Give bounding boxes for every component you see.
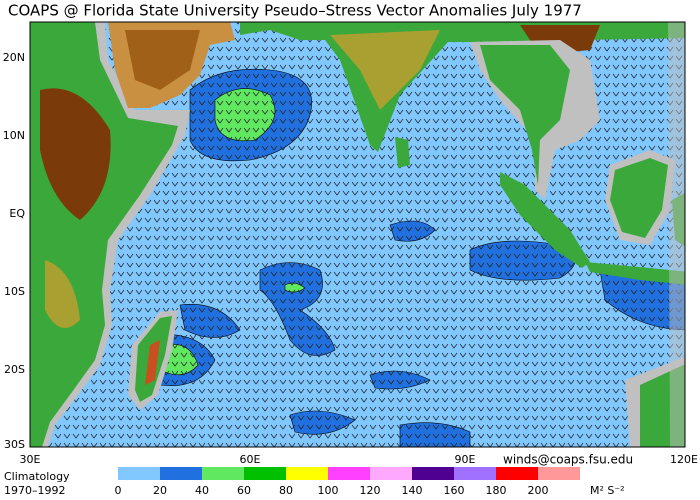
colorbar-tick-label: 100 bbox=[318, 484, 339, 497]
colorbar: 0 20 40 60 80 100 120 140 160 180 200 M² S⁻² bbox=[115, 467, 625, 497]
colorbar-segment bbox=[496, 467, 538, 480]
land bbox=[30, 22, 685, 447]
colorbar-segment bbox=[370, 467, 412, 480]
colorbar-segment bbox=[286, 467, 328, 480]
colorbar-tick-label: 200 bbox=[528, 484, 549, 497]
lat-label: 10S bbox=[4, 285, 25, 298]
lat-label: 10N bbox=[3, 129, 25, 142]
colorbar-unit: M² S⁻² bbox=[590, 484, 625, 497]
colorbar-segment bbox=[202, 467, 244, 480]
colorbar-segment bbox=[118, 467, 160, 480]
period-label: 1970–1992 bbox=[4, 484, 66, 497]
contact-label: winds@coaps.fsu.edu bbox=[503, 453, 633, 467]
colorbar-segment bbox=[328, 467, 370, 480]
colorbar-tick-label: 40 bbox=[195, 484, 209, 497]
climatology-label: Climatology bbox=[4, 470, 70, 483]
lat-label: 20N bbox=[3, 51, 25, 64]
colorbar-segment bbox=[454, 467, 496, 480]
colorbar-tick-label: 80 bbox=[279, 484, 293, 497]
colorbar-tick-label: 160 bbox=[444, 484, 465, 497]
title: COAPS @ Florida State University Pseudo–… bbox=[8, 2, 582, 20]
colorbar-tick-label: 20 bbox=[153, 484, 167, 497]
colorbar-segment bbox=[160, 467, 202, 480]
colorbar-tick-label: 120 bbox=[360, 484, 381, 497]
lon-label: 30E bbox=[20, 453, 41, 466]
lat-label: 30S bbox=[4, 438, 25, 451]
map bbox=[30, 22, 685, 447]
colorbar-tick-label: 60 bbox=[237, 484, 251, 497]
colorbar-segment bbox=[412, 467, 454, 480]
labels: 20N 10N EQ 10S 20S 30S 30E 60E 90E 120E bbox=[3, 51, 698, 466]
colorbar-segment bbox=[538, 467, 580, 480]
lat-label: 20S bbox=[4, 363, 25, 376]
lon-label: 60E bbox=[240, 453, 261, 466]
colorbar-tick-label: 180 bbox=[486, 484, 507, 497]
colorbar-segment bbox=[244, 467, 286, 480]
lon-label: 90E bbox=[455, 453, 476, 466]
map-frame bbox=[29, 21, 686, 448]
lat-label: EQ bbox=[9, 207, 25, 220]
colorbar-tick-label: 0 bbox=[115, 484, 122, 497]
colorbar-tick-label: 140 bbox=[402, 484, 423, 497]
lon-label: 120E bbox=[670, 453, 698, 466]
